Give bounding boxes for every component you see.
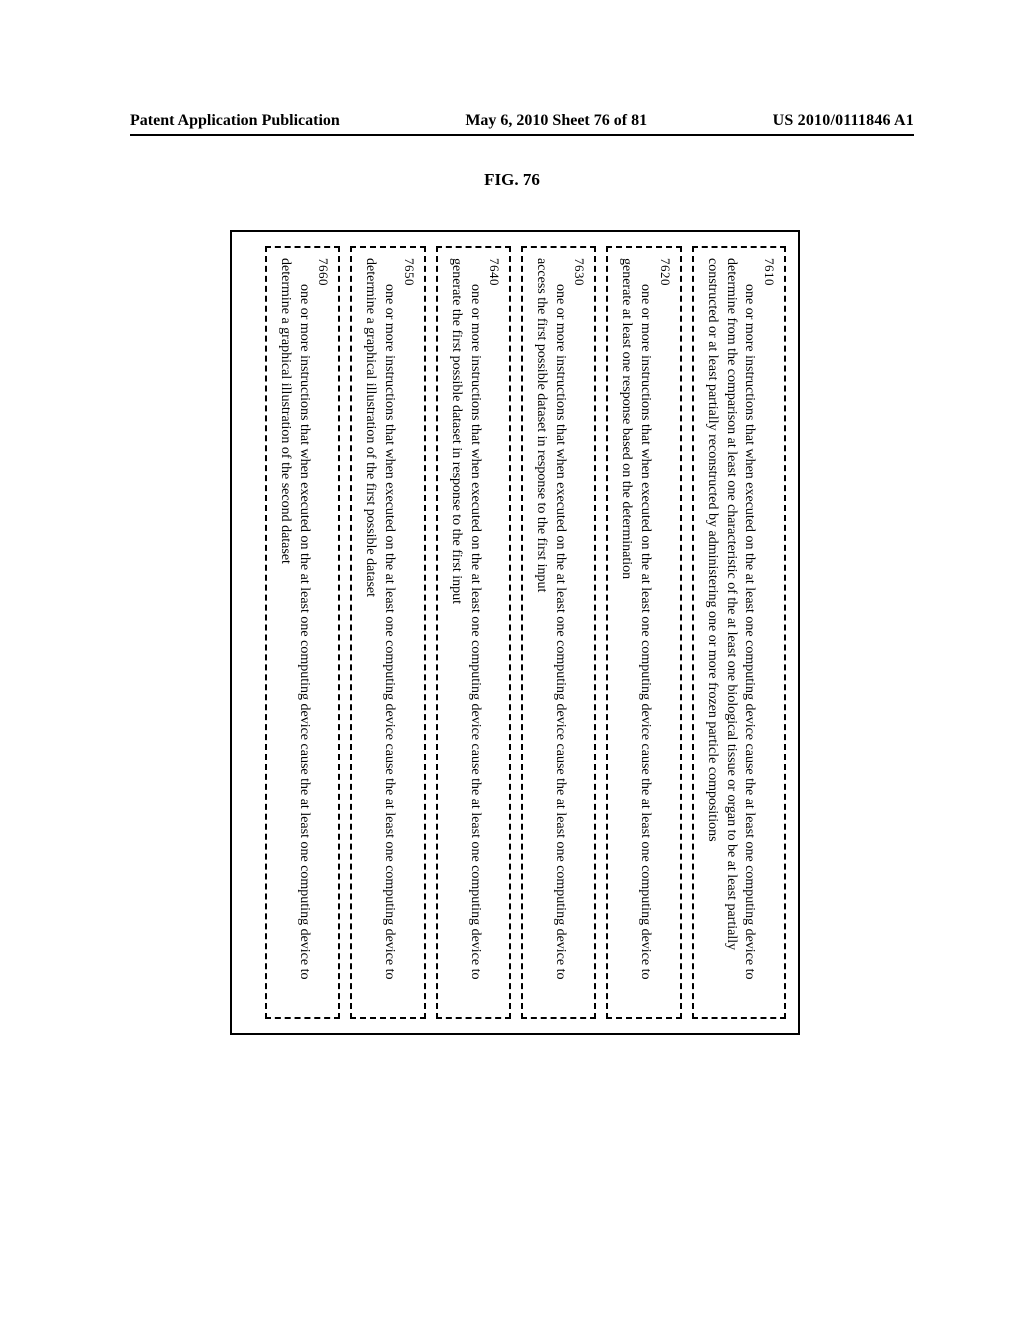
- block-ref: 7660: [315, 258, 333, 1007]
- diagram-viewport: 7610 one or more instructions that when …: [230, 230, 800, 1035]
- block-7660: 7660 one or more instructions that when …: [265, 246, 340, 1019]
- block-ref: 7640: [486, 258, 504, 1007]
- patent-page: Patent Application Publication May 6, 20…: [0, 0, 1024, 1320]
- block-text: one or more instructions that when execu…: [446, 258, 484, 1007]
- header-center-text: May 6, 2010 Sheet 76 of 81: [465, 112, 647, 130]
- block-7650: 7650 one or more instructions that when …: [350, 246, 425, 1019]
- diagram-outer-box: 7610 one or more instructions that when …: [230, 230, 800, 1035]
- diagram-rotated-container: 7610 one or more instructions that when …: [230, 230, 800, 1035]
- block-ref: 7620: [656, 258, 674, 1007]
- block-ref: 7630: [571, 258, 589, 1007]
- header-right-text: US 2010/0111846 A1: [773, 112, 914, 130]
- block-text: one or more instructions that when execu…: [531, 258, 569, 1007]
- block-7610: 7610 one or more instructions that when …: [692, 246, 786, 1019]
- block-ref: 7610: [760, 258, 778, 1007]
- block-text: one or more instructions that when execu…: [360, 258, 398, 1007]
- page-header: Patent Application Publication May 6, 20…: [130, 112, 914, 136]
- figure-label: FIG. 76: [484, 170, 540, 190]
- block-7630: 7630 one or more instructions that when …: [521, 246, 596, 1019]
- block-7640: 7640 one or more instructions that when …: [436, 246, 511, 1019]
- block-7620: 7620 one or more instructions that when …: [606, 246, 681, 1019]
- block-text: one or more instructions that when execu…: [275, 258, 313, 1007]
- block-text: one or more instructions that when execu…: [702, 258, 759, 1007]
- block-text: one or more instructions that when execu…: [616, 258, 654, 1007]
- header-left-text: Patent Application Publication: [130, 112, 340, 130]
- block-ref: 7650: [400, 258, 418, 1007]
